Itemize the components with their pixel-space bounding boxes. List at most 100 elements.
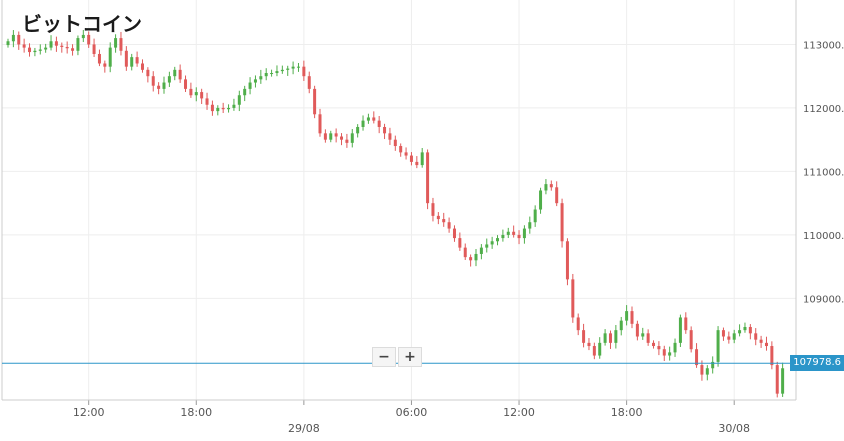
candle-body [237,95,241,105]
candle-body [313,88,317,115]
candle-body [528,222,532,229]
candle-body [748,326,752,334]
candle-body [124,50,128,67]
candle-body [426,152,430,204]
candle-body [781,368,785,394]
candle-body [243,88,247,96]
candle-body [194,92,198,96]
candle-body [87,34,91,45]
candle-body [517,234,521,239]
x-tick-label: 18:00 [180,406,212,419]
candle-body [759,339,763,343]
candle-body [151,76,155,86]
candle-body [259,76,263,80]
candle-body [205,98,209,105]
candle-body [689,330,693,350]
candle-body [732,333,736,340]
candle-body [248,82,252,89]
candle-body [38,49,42,51]
candle-body [286,68,290,70]
candle-body [372,117,376,121]
candle-body [404,152,408,156]
candle-body [716,330,720,362]
zoom-in-button[interactable]: + [398,347,422,367]
x-tick-label: 30/08 [718,422,750,435]
candle-body [135,57,139,64]
candle-body [216,107,220,112]
candle-body [119,38,123,51]
candle-body [673,342,677,353]
candle-body [533,209,537,223]
candle-body [399,146,403,153]
candle-body [184,79,188,89]
candle-body [415,161,419,166]
candle-body [501,234,505,239]
candle-body [103,63,107,67]
candle-body [178,69,182,80]
candle-body [705,368,709,375]
candle-body [619,320,623,331]
candle-body [727,336,731,340]
candle-body [33,50,37,53]
candle-body [291,66,295,69]
x-tick-label: 06:00 [396,406,428,419]
zoom-controls: − + [372,347,422,367]
candle-body [458,238,462,248]
candle-body [652,342,656,347]
candle-body [485,244,489,248]
candle-body [775,365,779,394]
candle-body [361,120,365,127]
y-tick-label: 111000.0 [803,167,844,178]
candle-body [738,330,742,334]
candle-body [635,323,639,337]
candle-body [576,317,580,331]
candle-body [560,203,564,242]
candle-body [28,47,32,53]
candle-body [114,38,118,48]
candle-body [280,69,284,72]
candle-body [302,66,306,77]
candle-body [420,152,424,166]
y-tick-label: 109000.0 [803,294,844,305]
candle-body [227,107,231,110]
candle-body [6,41,10,46]
candle-body [431,203,435,216]
candle-body [340,136,344,140]
candle-body [108,47,112,67]
candle-body [544,184,548,191]
candle-body [49,41,53,48]
candle-body [522,228,526,239]
zoom-out-button[interactable]: − [372,347,396,367]
candle-body [377,120,381,127]
candle-body [92,44,96,54]
candle-body [490,241,494,245]
candle-body [496,238,500,242]
candle-body [366,117,370,121]
candle-body [318,114,322,134]
chart-title: ビットコイン [22,12,142,36]
candle-body [393,139,397,147]
candle-body [614,330,618,343]
candle-body [463,247,467,258]
candle-body [678,317,682,343]
candle-body [307,76,311,89]
candle-body [71,48,75,51]
candle-body [44,47,48,50]
candle-body [81,34,85,39]
candle-body [512,231,516,235]
candle-body [555,187,559,204]
y-tick-label: 113000.0 [803,40,844,51]
candle-body [506,231,510,235]
candle-body [22,44,26,48]
candle-body [657,346,661,350]
candle-body [695,349,699,366]
candle-body [700,365,704,375]
candle-body [469,257,473,261]
candle-body [474,253,478,261]
candle-body [17,34,21,45]
candle-body [383,126,387,134]
candle-body [646,333,650,343]
candle-body [173,69,177,77]
